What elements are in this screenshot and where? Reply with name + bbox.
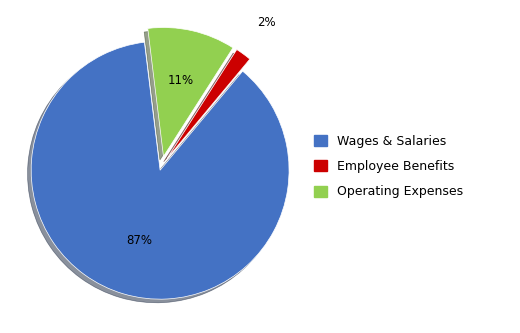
Wedge shape <box>148 28 233 157</box>
Wedge shape <box>167 50 250 158</box>
Text: 2%: 2% <box>257 16 276 29</box>
Legend: Wages & Salaries, Employee Benefits, Operating Expenses: Wages & Salaries, Employee Benefits, Ope… <box>308 128 469 205</box>
Text: 11%: 11% <box>167 75 193 88</box>
Text: 87%: 87% <box>126 234 152 247</box>
Wedge shape <box>31 42 289 299</box>
